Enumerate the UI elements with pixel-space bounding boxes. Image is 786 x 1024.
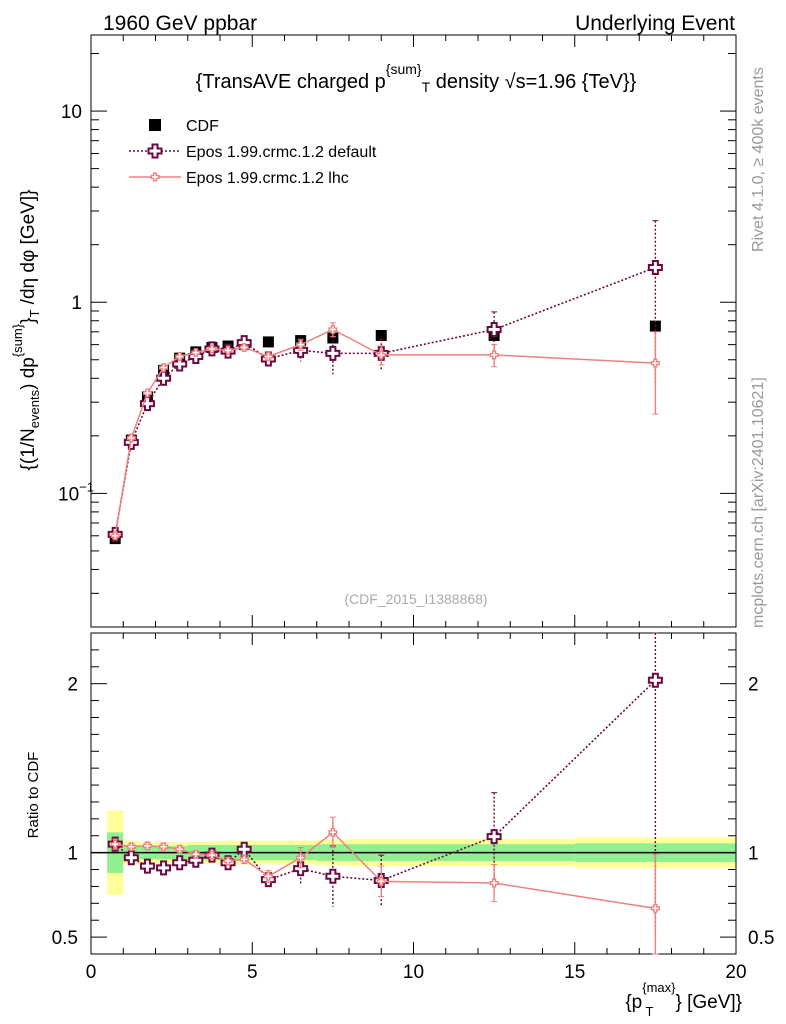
ratio-point-default [486,829,502,845]
legend-marker-default [147,143,163,159]
title-sup: {sum} [386,61,422,77]
mcplots-label: mcplots.cern.ch [arXiv:2401.10621] [750,377,767,628]
ratio-point-lhc [489,878,499,888]
ratio-point-default [325,868,341,884]
analysis-id: (CDF_2015_I1388868) [344,591,487,607]
main-point-lhc [159,363,169,373]
main-point-lhc [328,325,338,334]
ratio-y-tick-label: 1 [67,844,78,865]
cdf-point [262,336,274,348]
title-part-b: density √s=1.96 {TeV}} [430,71,636,93]
ratio-point-lhc [110,839,120,849]
main-point-lhc [376,350,386,360]
ratio-y-tick-label-right: 1 [748,844,759,865]
x-tick-label: 5 [247,962,258,983]
ylabel-part-c: } [18,318,39,324]
ratio-point-lhc [159,842,169,852]
ratio-point-lhc [142,841,152,851]
main-point-lhc [191,348,201,358]
cdf-point [375,329,387,341]
x-axis-label: {p{max} T } [GeV]} [625,980,742,1019]
main-point-default [156,370,172,386]
ratio-point-lhc [263,871,273,881]
y-tick-label: 10 [61,102,82,123]
header-left: 1960 GeV ppbar [103,12,257,35]
main-point-lhc [175,352,185,362]
legend-marker-lhc [150,172,160,182]
title-part-a: {TransAVE charged p [196,71,386,93]
xlabel-sub: T [646,1004,654,1019]
x-tick-label: 10 [403,962,424,983]
ratio-y-axis-label: Ratio to CDF [25,752,42,839]
ylabel-part-d: /dη dφ [GeV]} [18,190,39,310]
main-point-lhc [110,531,120,541]
main-point-lhc [489,350,499,360]
ratio-point-default [236,841,252,857]
ylabel-part-a: {(1/N [18,428,39,470]
x-tick-label: 0 [86,962,97,983]
ratio-point-lhc [296,853,306,863]
x-tick-label: 20 [725,962,746,983]
xlabel-part-a: {p [625,992,642,1013]
ratio-point-lhc [650,903,660,913]
legend-label: CDF [186,118,219,135]
ratio-y-tick-label: 2 [67,675,78,696]
y-tick-label: 1 [71,293,82,314]
ratio-point-default [172,855,188,871]
xlabel-sup: {max} [642,980,676,995]
ratio-point-default [123,850,139,866]
header-right: Underlying Event [575,12,735,35]
ratio-y-tick-label-right: 2 [748,675,759,696]
chart-title: {TransAVE charged p{sum}T density √s=1.9… [196,61,637,95]
main-point-lhc [207,344,217,354]
main-point-default [139,396,155,412]
main-point-lhc [223,345,233,355]
ratio-y-tick-label: 0.5 [52,928,78,949]
title-sub: T [422,79,431,95]
main-point-lhc [126,433,136,443]
ratio-point-lhc [223,856,233,866]
ratio-point-default [156,860,172,876]
x-tick-label: 15 [564,962,585,983]
ylabel-sub1: events [27,389,42,428]
ylabel-sub2: T [27,310,42,318]
ratio-point-lhc [376,876,386,886]
main-panel: 10−1 1 10 [58,34,737,628]
ratio-point-default [139,858,155,874]
main-point-lhc [239,342,249,352]
legend: CDF Epos 1.99.crmc.1.2 default Epos 1.99.c… [129,118,377,187]
xlabel-part-b: } [GeV]} [675,992,742,1013]
main-point-lhc [296,340,306,350]
main-point-lhc [650,358,660,368]
legend-label: Epos 1.99.crmc.1.2 lhc [186,170,349,187]
ratio-point-lhc [207,850,217,860]
ratio-point-default [647,672,663,688]
main-point-default [647,259,663,275]
ylabel-sup: {sum} [10,323,25,357]
main-point-lhc [263,352,273,362]
main-point-default [486,322,502,337]
legend-label: Epos 1.99.crmc.1.2 default [186,144,377,161]
main-line-default [114,266,656,535]
ratio-y-tick-label-right: 0.5 [748,928,774,949]
ratio-point-lhc [126,842,136,852]
y-tick-label: 10−1 [58,479,94,505]
rivet-label: Rivet 4.1.0, ≥ 400k events [750,67,767,252]
main-y-axis-label: {(1/Nevents) dp{sum}}T /dη dφ [GeV]} [10,190,42,471]
ratio-point-lhc [239,854,249,864]
ylabel-part-b: ) dp [18,357,39,390]
ratio-point-default [293,861,309,877]
main-point-lhc [142,388,152,398]
ratio-point-lhc [191,849,201,859]
legend-marker-cdf [149,119,161,131]
ratio-point-lhc [175,844,185,854]
main-point-default [325,345,341,361]
ratio-point-lhc [328,827,338,837]
